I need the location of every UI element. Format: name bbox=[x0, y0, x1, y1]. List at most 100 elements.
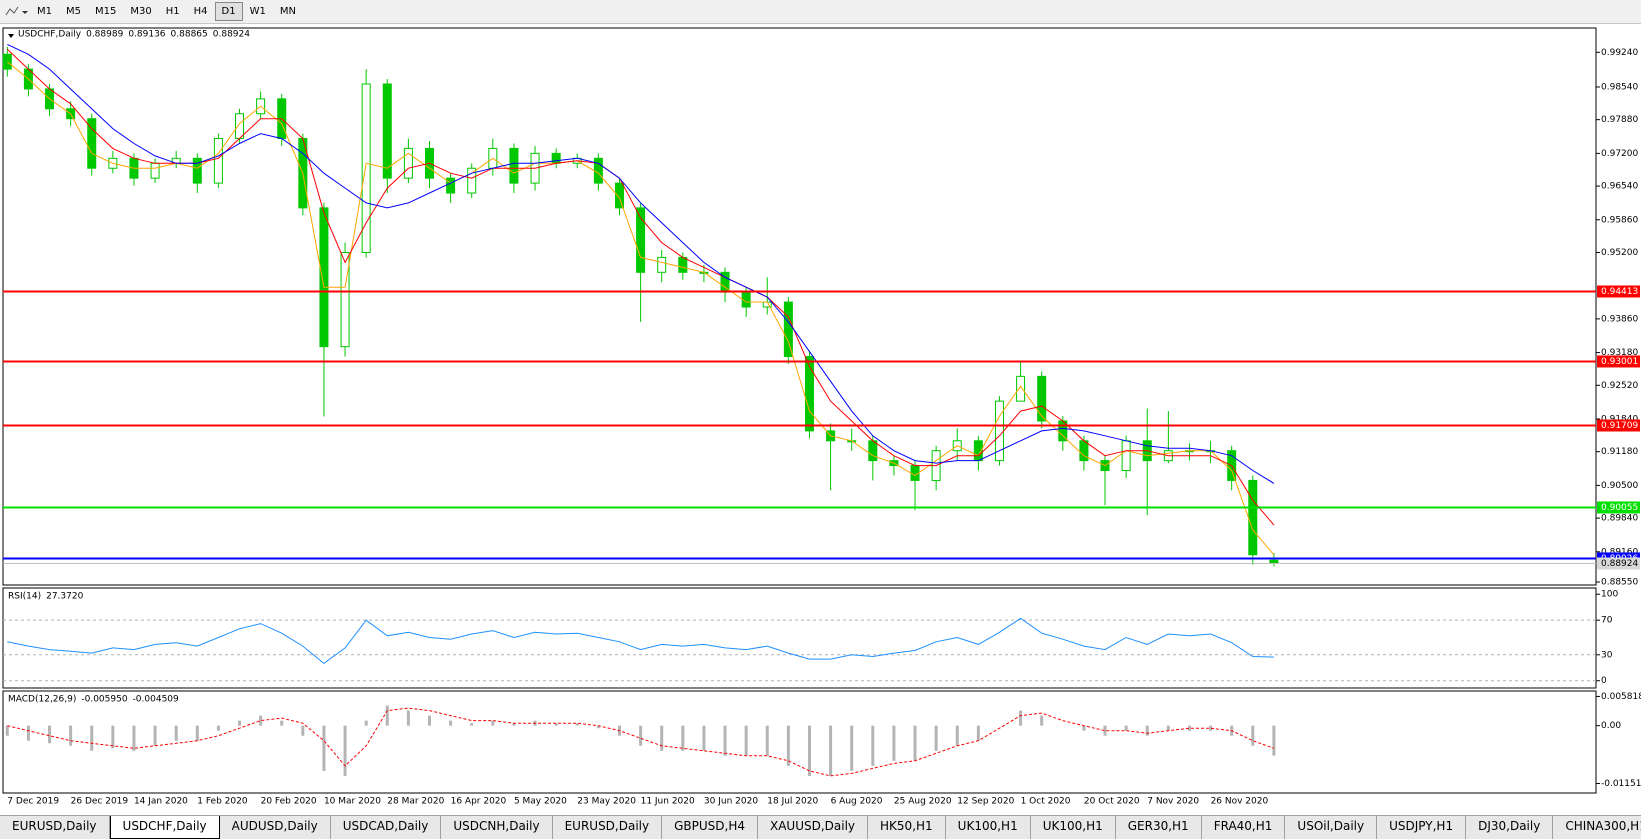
timeframe-button[interactable]: W1 bbox=[249, 6, 266, 17]
candle-body bbox=[361, 83, 371, 253]
candle-body bbox=[1121, 440, 1131, 472]
timeframe-button[interactable]: M15 bbox=[95, 6, 117, 17]
chart-tab[interactable]: USDCAD,Daily bbox=[331, 816, 442, 839]
chart-tab[interactable]: FRA40,H1 bbox=[1202, 816, 1286, 839]
level-label-box bbox=[1597, 501, 1640, 514]
x-tick-label: 20 Oct 2020 bbox=[1084, 797, 1140, 807]
candle-body bbox=[614, 182, 624, 209]
candle-body bbox=[804, 356, 814, 432]
panel-header: 0.88924 bbox=[213, 30, 250, 40]
timeframe-button[interactable]: M30 bbox=[130, 6, 152, 17]
rsi-panel bbox=[2, 587, 1597, 689]
x-tick-label: 16 Apr 2020 bbox=[451, 797, 507, 807]
chart-tab[interactable]: DJ30,Daily bbox=[1466, 816, 1554, 839]
chart-tab[interactable]: CHINA300,H1 bbox=[1553, 816, 1641, 839]
chart-tab[interactable]: EURUSD,Daily bbox=[553, 816, 663, 839]
chart-tab[interactable]: USDCHF,Daily bbox=[109, 816, 220, 839]
y-tick-label: 0.96540 bbox=[1601, 182, 1638, 192]
level-label-box bbox=[1597, 285, 1640, 298]
chart-tab[interactable]: USDJPY,H1 bbox=[1377, 816, 1467, 839]
x-tick-label: 30 Jun 2020 bbox=[704, 797, 758, 807]
candle-body bbox=[87, 118, 97, 169]
chart-tab[interactable]: XAUUSD,Daily bbox=[758, 816, 869, 839]
timeframe-button[interactable]: M5 bbox=[66, 6, 81, 17]
y-tick-label: 0.91180 bbox=[1601, 447, 1638, 457]
chart-tab[interactable]: USOil,Daily bbox=[1285, 816, 1378, 839]
candle-body bbox=[509, 147, 519, 184]
panel-header: 0.88865 bbox=[171, 30, 208, 40]
current-price-label: 0.88924 bbox=[1601, 559, 1638, 569]
y-tick-label: 0.93180 bbox=[1601, 348, 1638, 358]
candle-body bbox=[1016, 375, 1026, 402]
candle-body bbox=[192, 157, 202, 184]
y-tick-label: 70 bbox=[1601, 616, 1613, 626]
moving-average bbox=[6, 48, 1275, 526]
y-tick-label: 0.98540 bbox=[1601, 82, 1638, 92]
y-tick-label: 0.95860 bbox=[1601, 215, 1638, 225]
x-tick-label: 5 May 2020 bbox=[514, 797, 567, 807]
candle-body bbox=[593, 157, 603, 184]
candle-body bbox=[678, 256, 688, 273]
x-tick-label: 26 Nov 2020 bbox=[1211, 797, 1269, 807]
timeframe-button[interactable]: H4 bbox=[193, 6, 208, 17]
y-tick-label: 100 bbox=[1601, 590, 1618, 600]
y-tick-label: 0.90500 bbox=[1601, 481, 1638, 491]
candle-body bbox=[150, 162, 160, 179]
level-label: 0.90055 bbox=[1601, 503, 1638, 513]
chart-tab[interactable]: HK50,H1 bbox=[868, 816, 946, 839]
level-label: 0.93001 bbox=[1601, 357, 1638, 367]
candle-body bbox=[1248, 479, 1258, 556]
chart-tab[interactable]: UK100,H1 bbox=[1031, 816, 1116, 839]
x-tick-label: 14 Jan 2020 bbox=[134, 797, 188, 807]
x-tick-label: 23 May 2020 bbox=[577, 797, 636, 807]
y-tick-label: 0.88550 bbox=[1601, 578, 1638, 588]
chart-tab[interactable]: USDCNH,Daily bbox=[441, 816, 553, 839]
candle-body bbox=[340, 251, 350, 348]
candle-body bbox=[319, 207, 329, 348]
candle-body bbox=[403, 147, 413, 179]
x-tick-label: 26 Dec 2019 bbox=[71, 797, 129, 807]
x-tick-label: 28 Mar 2020 bbox=[387, 797, 444, 807]
y-tick-label: 0.005818 bbox=[1601, 692, 1641, 702]
candle-body bbox=[213, 138, 223, 184]
panel-header: 27.3720 bbox=[46, 592, 83, 602]
x-tick-label: 6 Aug 2020 bbox=[831, 797, 883, 807]
candle-body bbox=[2, 53, 12, 70]
level-label-box bbox=[1597, 355, 1640, 368]
chart-tab[interactable]: GER30,H1 bbox=[1116, 816, 1202, 839]
chart-tab[interactable]: EURUSD,Daily bbox=[0, 816, 110, 839]
timeframe-button[interactable]: D1 bbox=[214, 2, 243, 21]
level-label: 0.91709 bbox=[1601, 421, 1638, 431]
x-tick-label: 12 Sep 2020 bbox=[957, 797, 1014, 807]
macd-panel bbox=[2, 690, 1597, 794]
y-tick-label: 30 bbox=[1601, 650, 1613, 660]
macd-signal bbox=[7, 707, 1275, 777]
timeframe-button[interactable]: M1 bbox=[37, 6, 52, 17]
chart-tab[interactable]: AUDUSD,Daily bbox=[220, 816, 331, 839]
candle-body bbox=[657, 256, 667, 273]
candle-body bbox=[1079, 440, 1089, 462]
x-tick-label: 1 Feb 2020 bbox=[197, 797, 248, 807]
y-tick-label: 0.00 bbox=[1601, 721, 1621, 731]
x-tick-label: 7 Dec 2019 bbox=[7, 797, 59, 807]
panel-menu-icon bbox=[8, 34, 14, 38]
timeframe-button[interactable]: H1 bbox=[165, 6, 180, 17]
x-tick-label: 18 Jul 2020 bbox=[767, 797, 818, 807]
candle-body bbox=[467, 167, 477, 194]
x-tick-label: 25 Aug 2020 bbox=[894, 797, 952, 807]
x-tick-label: 20 Feb 2020 bbox=[261, 797, 317, 807]
timeframe-button[interactable]: MN bbox=[279, 6, 296, 17]
y-tick-label: 0.93860 bbox=[1601, 314, 1638, 324]
y-tick-label: 0 bbox=[1601, 676, 1607, 686]
y-tick-label: 0.89160 bbox=[1601, 547, 1638, 557]
x-tick-label: 7 Nov 2020 bbox=[1147, 797, 1199, 807]
toolbar-icon bbox=[5, 6, 28, 15]
candle-body bbox=[382, 83, 392, 179]
y-tick-label: 0.99240 bbox=[1601, 48, 1638, 58]
chart-tab[interactable]: UK100,H1 bbox=[946, 816, 1031, 839]
panel-header: USDCHF,Daily bbox=[18, 30, 82, 40]
y-tick-label: 0.92520 bbox=[1601, 381, 1638, 391]
chart-tab[interactable]: GBPUSD,H4 bbox=[662, 816, 758, 839]
chart-tabs: EURUSD,Daily USDCHF,Daily AUDUSD,Daily USDC… bbox=[0, 815, 1641, 839]
